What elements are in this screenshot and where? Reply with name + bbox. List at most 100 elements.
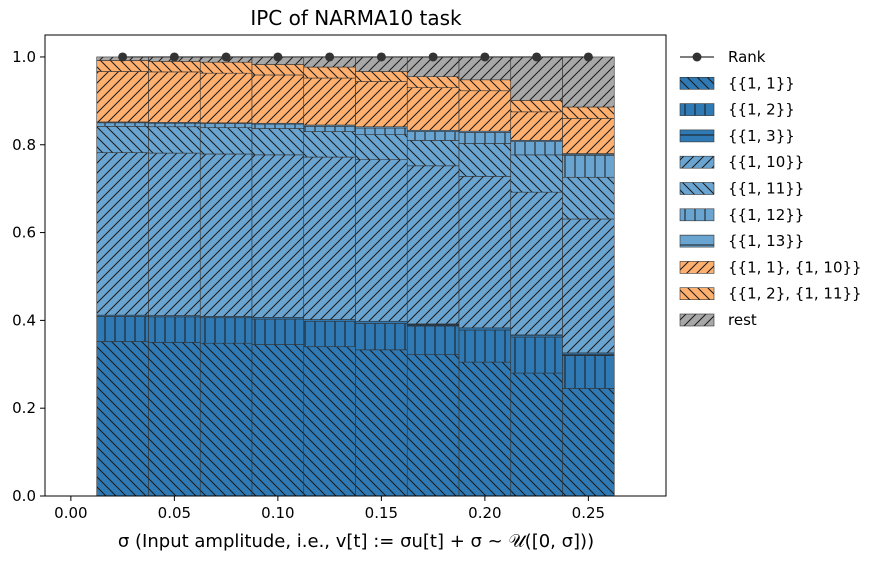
legend-label: {{1, 1}} [728,74,795,92]
legend-label: {{1, 2}} [728,101,795,119]
bar-segment [355,349,408,497]
bar-segment [148,61,201,73]
bar-segment [148,342,201,497]
bar-segment [510,141,563,156]
bar-segment [199,61,253,74]
bar-segment [251,344,305,497]
legend-swatch [679,313,715,327]
chart-title: IPC of NARMA10 task [250,6,462,30]
bar-segment [199,317,253,344]
legend-label: {{1, 2}, {1, 11}} [728,285,862,303]
bar-segment [510,191,563,336]
legend-swatch [679,287,715,301]
bar-segment [562,176,615,220]
bar-segment [562,352,615,356]
bar-segment [406,76,460,88]
bar-segment [148,152,201,316]
bar-segment [458,143,512,177]
bar-segment [406,87,460,131]
y-tick-label: 0.4 [12,311,36,329]
bar-segment [562,218,615,354]
bar-segment [96,71,149,123]
bar-segment [562,118,615,154]
bar-segment [458,132,512,144]
x-tick-label: 0.25 [572,504,605,522]
bar-segment [303,131,356,158]
y-tick-label: 1.0 [12,48,36,66]
legend-swatch [679,129,715,143]
bar-segment [406,325,460,355]
bar-segment [562,106,615,119]
legend-label: {{1, 10}} [728,153,804,171]
bar-segment [406,165,460,325]
bar-segment [199,127,253,155]
bar-segment [148,71,201,123]
bar-segment [510,336,563,374]
legend-swatch [679,208,715,222]
bar-segment [251,74,305,124]
bar-segment [199,123,253,128]
rank-marker [118,52,128,62]
plot-area [44,34,667,497]
bar-segment [510,111,563,141]
rank-marker [583,52,593,62]
bar-segment [251,318,305,345]
x-axis-label: σ (Input amplitude, i.e., v[t] := σu[t] … [118,531,594,552]
bar-segment [251,64,305,76]
y-tick-label: 0.6 [12,224,36,242]
bar-segment [96,152,149,316]
bars [96,56,615,497]
bar-segment [96,316,149,342]
bar-segment [303,66,356,79]
x-tick-label: 0.20 [468,504,501,522]
legend-rank-marker [692,52,702,62]
y-tick-label: 0.2 [12,399,36,417]
bar-segment [458,329,512,363]
bar-segment [406,323,460,327]
x-tick-label: 0.00 [54,504,87,522]
legend-label: {{1, 12}} [728,206,804,224]
bar-segment [406,140,460,167]
bar-segment [406,131,460,141]
x-tick-label: 0.15 [365,504,398,522]
bar-segment [148,126,201,154]
legend-swatch [679,77,715,90]
legend-label: Rank [728,48,766,66]
bar-segment [458,176,512,329]
bar-segment [96,122,149,127]
bar-segment [148,122,201,128]
bar-segment [355,134,408,160]
bar-segment [251,154,305,318]
bar-segment [510,154,563,193]
bar-segment [355,81,408,128]
legend-label: {{1, 11}} [728,180,804,198]
rank-marker [376,52,386,62]
bar-segment [355,71,408,82]
x-tick-label: 0.05 [158,504,191,522]
bar-segment [355,323,408,351]
bar-segment [458,361,512,497]
x-axis: 0.00 0.05 0.10 0.15 0.20 0.25 [54,496,605,522]
bar-segment [303,320,356,348]
legend-swatch [679,261,715,274]
bar-segment [458,90,512,132]
rank-marker [325,52,335,62]
legend-label: rest [728,311,757,329]
bar-segment [510,372,563,497]
bar-segment [510,100,563,113]
rank-marker [532,52,542,62]
plot-frame [44,34,667,497]
bar-segment [458,327,512,331]
bar-segment [303,156,356,320]
bar-segment [562,56,615,108]
bar-segment [510,334,563,338]
bar-segment [510,56,563,101]
bar-segment [562,355,615,389]
bar-segment [96,60,149,72]
y-axis: 0.0 0.2 0.4 0.6 0.8 1.0 [12,48,45,505]
rank-marker [273,52,283,62]
rank-marker [221,52,231,62]
bar-segment [96,341,149,497]
rank-marker [428,52,438,62]
